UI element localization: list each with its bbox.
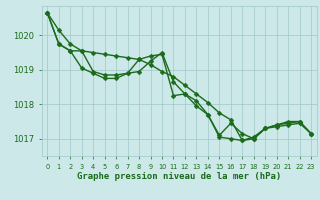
X-axis label: Graphe pression niveau de la mer (hPa): Graphe pression niveau de la mer (hPa)	[77, 172, 281, 181]
